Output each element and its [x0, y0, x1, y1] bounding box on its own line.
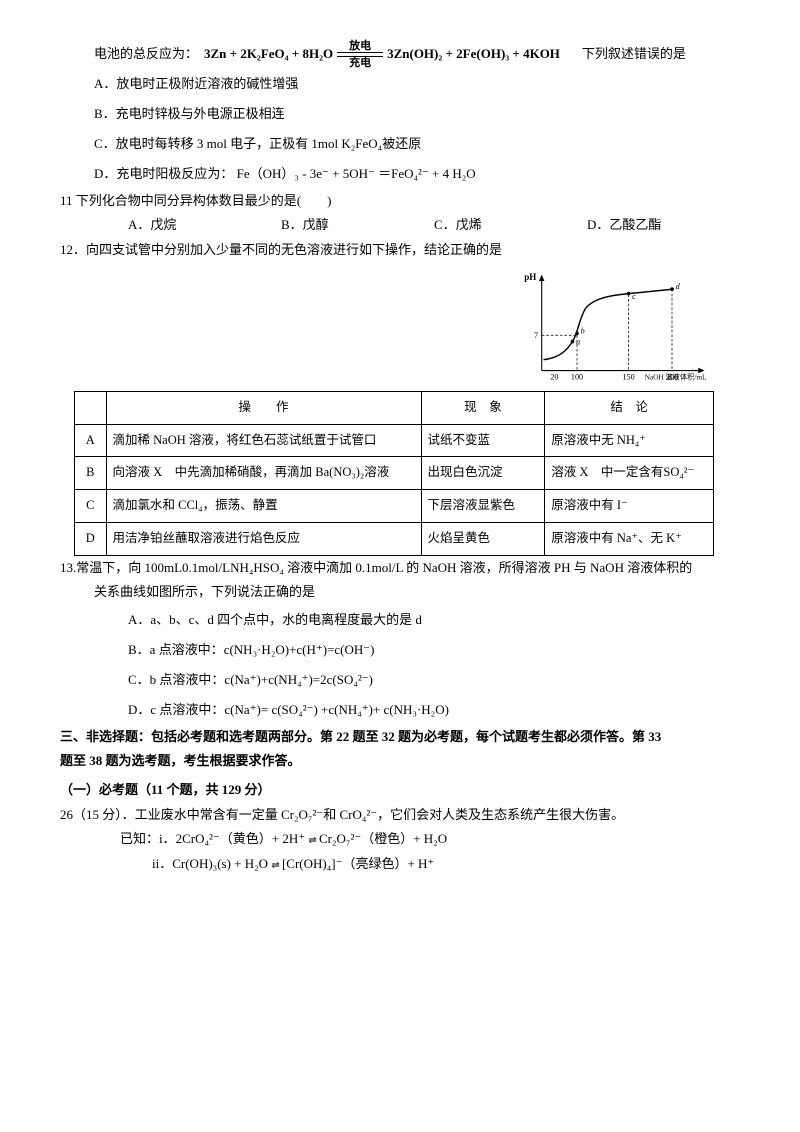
q12-table: 操 作 现 象 结 论 A 滴加稀 NaOH 溶液，将红色石蕊试纸置于试管口 试…: [74, 391, 714, 556]
q10-option-c: C．放电时每转移 3 mol 电子，正极有 1mol K₂FeO₄被还原: [60, 129, 740, 159]
q10-equilibrium-arrow: 放电 充电: [337, 40, 383, 69]
q26-i-left: 已知：i．2CrO₄²⁻（黄色）+ 2H⁺: [120, 831, 305, 846]
table-row: C 滴加氯水和 CCl₄，振荡、静置 下层溶液显紫色 原溶液中有 I⁻: [75, 490, 714, 523]
cell-c-phen: 下层溶液显紫色: [421, 490, 545, 523]
q10-prefix: 电池的总反应为：: [94, 42, 198, 67]
q26-known-ii: ii．Cr(OH)₃(s) + H₂O ⇌ [Cr(OH)₄]⁻（亮绿色）+ H…: [60, 852, 740, 877]
table-row: B 向溶液 X 中先滴加稀硝酸，再滴加 Ba(NO₃)₂溶液 出现白色沉淀 溶液…: [75, 457, 714, 490]
q26-ii-right: [Cr(OH)₄]⁻（亮绿色）+ H⁺: [282, 856, 434, 871]
q10-suffix: 下列叙述错误的是: [582, 42, 686, 67]
cell-d-op: 用洁净铂丝蘸取溶液进行焰色反应: [106, 522, 421, 555]
table-row: A 滴加稀 NaOH 溶液，将红色石蕊试纸置于试管口 试纸不变蓝 原溶液中无 N…: [75, 424, 714, 457]
q13-stem-line1: 13.常温下，向 100mL0.1mol/LNH₄HSO₄ 溶液中滴加 0.1m…: [60, 556, 740, 581]
cell-d-phen: 火焰呈黄色: [421, 522, 545, 555]
cell-a-phen: 试纸不变蓝: [421, 424, 545, 457]
cell-b-label: B: [75, 457, 107, 490]
q26-stem: 26（15 分）．工业废水中常含有一定量 Cr₂O₇²⁻和 CrO₄²⁻，它们会…: [60, 803, 740, 828]
q11-options: A．戊烷 B．戊醇 C．戊烯 D．乙酸乙酯: [60, 213, 740, 238]
q11-option-a: A．戊烷: [128, 213, 281, 238]
section3-sub: （一）必考题（11 个题，共 129 分）: [60, 778, 740, 803]
q13-option-a: A．a、b、c、d 四个点中，水的电离程度最大的是 d: [60, 605, 740, 635]
q13-stem-line2: 关系曲线如图所示，下列说法正确的是: [60, 580, 740, 605]
svg-text:pH: pH: [524, 272, 536, 282]
cell-b-phen: 出现白色沉淀: [421, 457, 545, 490]
q11-stem: 11 下列化合物中同分异构体数目最少的是( ): [60, 189, 740, 214]
q11-option-d: D．乙酸乙酯: [587, 213, 740, 238]
q12-stem: 12．向四支试管中分别加入少量不同的无色溶液进行如下操作，结论正确的是: [60, 238, 740, 263]
q10-arrow-top: 放电: [349, 40, 371, 52]
q26-ii-left: ii．Cr(OH)₃(s) + H₂O: [152, 856, 268, 871]
cell-d-conc: 原溶液中有 Na⁺、无 K⁺: [545, 522, 714, 555]
q10-arrow-bot: 充电: [349, 57, 371, 69]
q12-titration-chart: pH 7 20 100 150 200 NaOH 溶液体积/mL a b c d: [520, 269, 710, 387]
table-header-row: 操 作 现 象 结 论: [75, 391, 714, 424]
svg-text:20: 20: [550, 372, 558, 381]
equilibrium-glyph: ⇌: [271, 856, 278, 875]
q26-i-right: Cr₂O₇²⁻（橙色）+ H₂O: [319, 831, 447, 846]
q10-option-b: B．充电时锌极与外电源正极相连: [60, 99, 740, 129]
cell-d-label: D: [75, 522, 107, 555]
q11-option-c: C．戊烯: [434, 213, 587, 238]
svg-text:a: a: [576, 337, 580, 346]
q13-options: A．a、b、c、d 四个点中，水的电离程度最大的是 d B．a 点溶液中：c(N…: [60, 605, 740, 725]
cell-a-label: A: [75, 424, 107, 457]
section3-line1: 三、非选择题：包括必考题和选考题两部分。第 22 题至 32 题为必考题，每个试…: [60, 725, 740, 750]
svg-text:d: d: [676, 282, 681, 291]
th-conclusion: 结 论: [545, 391, 714, 424]
q26-known-i: 已知：i．2CrO₄²⁻（黄色）+ 2H⁺ ⇌ Cr₂O₇²⁻（橙色）+ H₂O: [60, 827, 740, 852]
table-row: D 用洁净铂丝蘸取溶液进行焰色反应 火焰呈黄色 原溶液中有 Na⁺、无 K⁺: [75, 522, 714, 555]
cell-c-conc: 原溶液中有 I⁻: [545, 490, 714, 523]
svg-text:150: 150: [622, 372, 634, 381]
svg-text:7: 7: [534, 331, 538, 340]
q10-option-d: D．充电时阳极反应为： Fe（OH）₃ - 3e⁻ + 5OH⁻ ＝FeO₄²⁻…: [60, 159, 740, 189]
q12-chart-wrap: pH 7 20 100 150 200 NaOH 溶液体积/mL a b c d: [60, 269, 740, 387]
equilibrium-glyph: ⇌: [308, 831, 315, 850]
q10-option-a: A．放电时正极附近溶液的碱性增强: [60, 69, 740, 99]
cell-b-op: 向溶液 X 中先滴加稀硝酸，再滴加 Ba(NO₃)₂溶液: [106, 457, 421, 490]
svg-text:b: b: [581, 326, 585, 335]
th-operation: 操 作: [106, 391, 421, 424]
q10-eq-right: 3Zn(OH)₂ + 2Fe(OH)₃ + 4KOH: [387, 42, 560, 67]
cell-b-conc: 溶液 X 中一定含有SO₄²⁻: [545, 457, 714, 490]
section3-line2: 题至 38 题为选考题，考生根据要求作答。: [60, 749, 740, 774]
th-phenomenon: 现 象: [421, 391, 545, 424]
svg-text:c: c: [632, 292, 636, 301]
svg-text:100: 100: [571, 372, 583, 381]
q10-equation-line: 电池的总反应为： 3Zn + 2K₂FeO₄ + 8H₂O 放电 充电 3Zn(…: [60, 40, 740, 69]
th-blank: [75, 391, 107, 424]
q11-option-b: B．戊醇: [281, 213, 434, 238]
q13-option-d: D．c 点溶液中：c(Na⁺)= c(SO₄²⁻) +c(NH₄⁺)+ c(NH…: [60, 695, 740, 725]
cell-c-op: 滴加氯水和 CCl₄，振荡、静置: [106, 490, 421, 523]
q10-eq-left: 3Zn + 2K₂FeO₄ + 8H₂O: [204, 42, 333, 67]
q13-option-b: B．a 点溶液中：c(NH₃·H₂O)+c(H⁺)=c(OH⁻): [60, 635, 740, 665]
cell-c-label: C: [75, 490, 107, 523]
cell-a-conc: 原溶液中无 NH₄⁺: [545, 424, 714, 457]
q13-option-c: C．b 点溶液中：c(Na⁺)+c(NH₄⁺)=2c(SO₄²⁻): [60, 665, 740, 695]
cell-a-op: 滴加稀 NaOH 溶液，将红色石蕊试纸置于试管口: [106, 424, 421, 457]
svg-text:NaOH 溶液体积/mL: NaOH 溶液体积/mL: [645, 372, 707, 381]
